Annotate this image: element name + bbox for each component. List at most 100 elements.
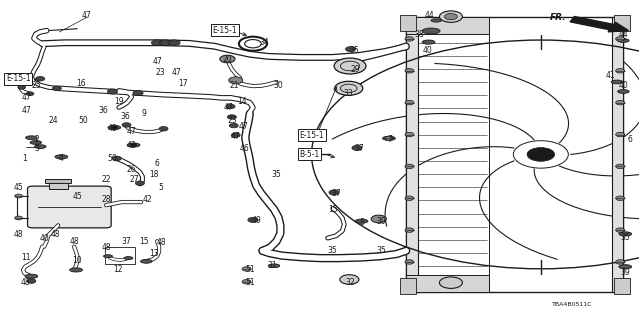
Text: 17: 17: [178, 79, 188, 88]
Circle shape: [405, 37, 414, 41]
Circle shape: [52, 86, 61, 91]
Text: 48: 48: [50, 230, 60, 239]
Ellipse shape: [55, 155, 68, 159]
Circle shape: [440, 277, 463, 288]
Text: 4: 4: [59, 154, 64, 163]
Ellipse shape: [619, 232, 632, 236]
Text: FR.: FR.: [549, 13, 566, 22]
Text: 12: 12: [113, 265, 122, 275]
Circle shape: [616, 164, 625, 169]
Text: 16: 16: [76, 79, 85, 88]
Text: 1: 1: [22, 154, 28, 163]
Text: 40: 40: [618, 81, 628, 90]
Circle shape: [108, 89, 118, 94]
Text: 36: 36: [98, 106, 108, 115]
Text: 10: 10: [72, 256, 82, 265]
Circle shape: [616, 132, 625, 137]
Ellipse shape: [35, 145, 46, 148]
Text: 48: 48: [157, 238, 166, 247]
Circle shape: [616, 196, 625, 200]
Circle shape: [405, 100, 414, 105]
Text: 41: 41: [605, 71, 616, 80]
Text: 45: 45: [13, 183, 24, 192]
Circle shape: [231, 133, 240, 137]
Text: 47: 47: [239, 122, 248, 131]
Circle shape: [616, 68, 625, 73]
Circle shape: [616, 228, 625, 232]
Text: 37: 37: [121, 237, 131, 246]
Text: 32: 32: [346, 278, 355, 287]
Ellipse shape: [355, 219, 368, 223]
Text: 47: 47: [82, 11, 92, 20]
Circle shape: [527, 148, 555, 161]
Ellipse shape: [431, 19, 442, 22]
Circle shape: [26, 92, 34, 96]
Text: 13: 13: [149, 250, 159, 259]
Circle shape: [248, 217, 258, 222]
Circle shape: [226, 104, 235, 109]
Text: 5: 5: [158, 183, 163, 192]
Text: 11: 11: [22, 253, 31, 262]
Circle shape: [122, 123, 131, 127]
Circle shape: [220, 55, 235, 63]
Text: E-15-1: E-15-1: [212, 26, 237, 35]
Text: 47: 47: [224, 103, 234, 112]
Text: 47: 47: [231, 132, 241, 140]
Text: 48: 48: [69, 237, 79, 246]
Circle shape: [371, 215, 387, 223]
Text: 48: 48: [101, 243, 111, 252]
Circle shape: [405, 132, 414, 137]
Ellipse shape: [104, 255, 113, 258]
Text: 28: 28: [101, 195, 111, 204]
Circle shape: [27, 279, 36, 283]
Bar: [45, 179, 71, 183]
Bar: [406, 17, 418, 292]
Circle shape: [616, 260, 625, 264]
Circle shape: [340, 275, 359, 284]
Ellipse shape: [383, 136, 396, 140]
Text: 20: 20: [223, 55, 232, 64]
Ellipse shape: [141, 260, 152, 263]
Text: 18: 18: [149, 170, 159, 179]
Bar: [612, 17, 623, 292]
Bar: [614, 278, 630, 294]
Ellipse shape: [25, 274, 38, 278]
Circle shape: [15, 194, 22, 198]
Text: E-15-1: E-15-1: [300, 131, 324, 140]
Ellipse shape: [268, 264, 280, 268]
Text: 26: 26: [127, 165, 136, 174]
Bar: [49, 182, 68, 189]
Circle shape: [152, 40, 163, 46]
Circle shape: [405, 68, 414, 73]
Text: 22: 22: [101, 175, 111, 184]
Text: 47: 47: [127, 127, 136, 136]
Text: 50: 50: [79, 116, 88, 125]
Bar: [406, 17, 623, 292]
Text: 30: 30: [274, 81, 284, 90]
Text: 15: 15: [328, 205, 337, 214]
Text: 49: 49: [252, 216, 261, 225]
Circle shape: [18, 85, 26, 89]
Text: 14: 14: [237, 97, 247, 106]
Circle shape: [335, 81, 363, 95]
Circle shape: [111, 126, 118, 129]
Circle shape: [242, 267, 251, 271]
Bar: [400, 15, 416, 31]
Text: 47: 47: [152, 57, 162, 66]
FancyArrow shape: [570, 17, 628, 32]
Text: 33: 33: [344, 89, 354, 98]
Circle shape: [616, 100, 625, 105]
Text: E-15-1: E-15-1: [6, 74, 31, 83]
Circle shape: [616, 37, 625, 41]
Circle shape: [352, 145, 362, 150]
Text: 9: 9: [142, 109, 147, 118]
Ellipse shape: [618, 90, 629, 93]
Circle shape: [159, 126, 168, 131]
Text: 37: 37: [355, 144, 364, 153]
Text: 39: 39: [620, 268, 630, 277]
Ellipse shape: [619, 265, 632, 269]
Ellipse shape: [422, 40, 435, 44]
Circle shape: [227, 115, 236, 119]
Ellipse shape: [611, 80, 623, 84]
Text: 21: 21: [230, 81, 239, 90]
